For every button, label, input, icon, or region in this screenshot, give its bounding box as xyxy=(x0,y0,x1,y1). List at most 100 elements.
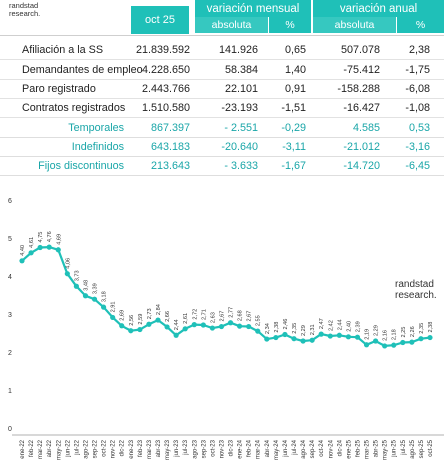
x-tick-label: may-25 xyxy=(383,439,389,460)
data-label: 2,40 xyxy=(346,321,352,332)
data-label: 2,38 xyxy=(428,322,434,333)
brand-line-2: research. xyxy=(9,9,41,18)
x-tick-label: may-24 xyxy=(274,439,280,460)
y-tick-label: 1 xyxy=(8,388,12,395)
data-point xyxy=(373,338,379,344)
table-row: Demandantes de empleo 4.228.650 58.384 1,40… xyxy=(0,60,444,80)
data-point xyxy=(37,244,43,251)
data-point xyxy=(28,250,34,256)
series-line xyxy=(21,245,431,347)
x-tick-label: oct-23 xyxy=(210,439,216,456)
cell-m-abs: - 3.633 xyxy=(224,160,258,172)
data-label: 3,18 xyxy=(102,291,108,302)
chart-brand-line-2: research. xyxy=(395,290,437,301)
cell-m-abs: 22.101 xyxy=(224,83,258,95)
row-divider xyxy=(0,175,444,176)
annual-percent-header: % xyxy=(397,17,444,33)
header-divider xyxy=(0,35,444,36)
data-label: 2,69 xyxy=(120,310,126,321)
row-label: Indefinidos xyxy=(71,141,124,153)
data-label: 2,72 xyxy=(192,309,198,320)
data-point xyxy=(336,332,342,338)
data-label: 2,71 xyxy=(201,309,207,320)
cell-a-pct: 2,38 xyxy=(408,44,430,56)
data-point xyxy=(282,331,288,338)
x-tick-label: mar-25 xyxy=(365,439,371,459)
x-tick-label: sep-23 xyxy=(201,439,207,458)
data-label: 2,29 xyxy=(301,325,307,336)
cell-a-abs: 4.585 xyxy=(352,122,380,134)
data-point xyxy=(155,317,161,323)
data-point xyxy=(128,328,134,334)
cell-a-pct: -6,08 xyxy=(405,83,430,95)
cell-value: 1.510.580 xyxy=(141,102,190,114)
data-label: 4,76 xyxy=(47,231,53,242)
cell-a-abs: 507.078 xyxy=(340,44,380,56)
cell-a-pct: 0,53 xyxy=(408,122,430,134)
data-label: 2,68 xyxy=(238,310,244,321)
data-point xyxy=(200,322,206,328)
cell-m-pct: 0,91 xyxy=(284,83,306,95)
y-tick-label: 0 xyxy=(8,426,12,433)
data-point xyxy=(227,320,234,326)
x-tick-label: feb-23 xyxy=(138,439,144,457)
x-tick-label: ene-23 xyxy=(129,439,135,458)
data-label: 4,06 xyxy=(65,258,71,269)
data-point xyxy=(146,321,152,327)
data-label: 2,91 xyxy=(111,302,117,313)
row-label: Contratos registrados xyxy=(22,102,126,114)
x-tick-label: ago-24 xyxy=(301,439,307,458)
row-label: Fijos discontinuos xyxy=(38,160,124,172)
data-label: 2,73 xyxy=(147,308,153,319)
x-tick-label: ene-25 xyxy=(346,439,352,458)
x-tick-label: may-22 xyxy=(56,439,62,460)
cell-m-pct: -1,67 xyxy=(281,160,306,172)
x-tick-label: mar-23 xyxy=(147,439,153,459)
x-tick-label: feb-22 xyxy=(29,439,35,457)
x-tick-label: jun-23 xyxy=(174,439,180,457)
data-label: 2,26 xyxy=(410,326,416,337)
x-tick-label: abr-23 xyxy=(156,439,162,457)
x-tick-label: ene-24 xyxy=(238,439,244,458)
cell-a-abs: -14.720 xyxy=(343,160,380,172)
data-label: 2,16 xyxy=(383,330,389,341)
data-label: 2,19 xyxy=(365,329,371,340)
data-label: 2,46 xyxy=(283,319,289,330)
x-tick-label: jun-25 xyxy=(392,439,398,457)
data-point xyxy=(46,244,52,250)
x-tick-label: abr-25 xyxy=(374,439,380,457)
x-tick-label: dic-24 xyxy=(337,439,343,456)
x-tick-label: mar-22 xyxy=(38,439,44,459)
data-point xyxy=(55,247,61,253)
brand-line-1: randstad xyxy=(9,1,39,10)
y-tick-label: 2 xyxy=(8,350,12,357)
data-point xyxy=(82,293,89,299)
annual-variation-header: variación anual xyxy=(313,0,444,17)
x-tick-label: oct-25 xyxy=(428,439,434,456)
data-point xyxy=(291,336,297,342)
row-divider xyxy=(0,156,444,157)
table-row: Contratos registrados 1.510.580 -23.193 -1,… xyxy=(0,98,444,118)
data-label: 2,42 xyxy=(328,320,334,331)
cell-m-pct: -1,51 xyxy=(281,102,306,114)
data-label: 4,69 xyxy=(56,234,62,245)
data-point xyxy=(382,343,388,349)
x-tick-label: dic-22 xyxy=(120,439,126,456)
x-tick-label: may-23 xyxy=(165,439,171,460)
y-tick-label: 6 xyxy=(8,198,12,205)
data-label: 2,44 xyxy=(337,319,343,330)
data-label: 4,40 xyxy=(20,245,26,256)
cell-m-abs: - 2.551 xyxy=(224,122,258,134)
x-tick-label: feb-25 xyxy=(355,439,361,457)
x-tick-label: oct-24 xyxy=(319,439,325,456)
cell-m-pct: -3,11 xyxy=(282,141,306,153)
data-point xyxy=(363,342,370,348)
x-tick-label: ago-22 xyxy=(83,439,89,458)
cell-value: 21.839.592 xyxy=(135,44,190,56)
x-tick-label: abr-22 xyxy=(47,439,53,457)
x-tick-label: jul-25 xyxy=(401,439,407,455)
monthly-absolute-header: absoluta xyxy=(195,17,268,33)
y-tick-label: 5 xyxy=(8,236,12,243)
chart-brand-logo: randstad research. xyxy=(395,279,437,301)
